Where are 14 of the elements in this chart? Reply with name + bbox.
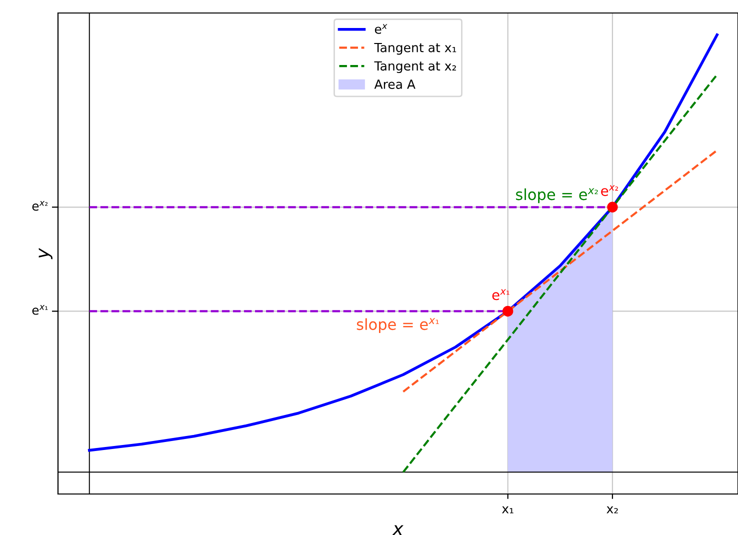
annotation: e$^{x₂}$ [601,185,618,196]
annotation: slope = e$^{x₁}$ [356,318,439,334]
legend-label: Tangent at x₂ [374,61,456,74]
x-tick-label: x₁ [502,506,514,514]
legend-label: e$^{x}$ [374,24,388,34]
legend-label: Area A [374,80,416,89]
legend-label: Tangent at x₁ [374,42,456,55]
ref-line-label: e$^{x₂}$ [32,200,48,211]
x-axis-title: x [392,525,404,535]
annotation: slope = e$^{x₂}$ [516,188,598,204]
y-axis-title: y [38,248,52,260]
ref-line-label: e$^{x₁}$ [32,305,48,315]
x-tick-label: x₂ [606,506,618,514]
annotation: e$^{x₁}$ [492,289,510,300]
